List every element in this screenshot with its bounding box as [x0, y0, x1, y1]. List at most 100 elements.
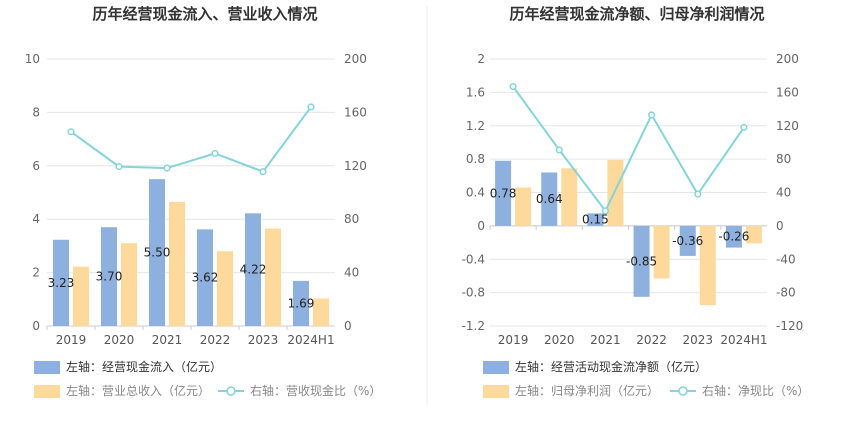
right-axis-tick-label: 0 — [776, 219, 784, 233]
chart-cash-inflow-revenue: 历年经营现金流入、营业收入情况 0 2 4 6 8 10 0 40 80 120 160 200 2019… — [25, 5, 381, 398]
x-axis-tick-label: 2020 — [104, 333, 135, 347]
bar-data-label: 3.62 — [192, 271, 219, 285]
x-axis-tick-label: 2021 — [590, 333, 621, 347]
ratio-point — [307, 103, 315, 111]
x-axis-tick-label: 2023 — [248, 333, 279, 347]
left-axis-tick-label: -0.4 — [462, 252, 485, 266]
legend-line-marker-dot — [226, 386, 236, 396]
chart-title: 历年经营现金流入、营业收入情况 — [92, 5, 317, 23]
x-axis-tick-label: 2024H1 — [287, 333, 334, 347]
right-axis-tick-label: 160 — [776, 85, 799, 99]
right-axis-tick-label: -120 — [776, 319, 803, 333]
bar-primary — [541, 172, 558, 226]
right-axis-tick-label: 80 — [344, 212, 359, 226]
bar-secondary — [313, 298, 329, 326]
bar-data-label: 3.70 — [96, 270, 123, 284]
ratio-point — [694, 190, 702, 198]
left-axis-tick-label: 8 — [32, 105, 40, 119]
legend-label: 左轴：经营现金流入（亿元） — [66, 359, 222, 374]
left-axis-tick-label: 0 — [32, 319, 40, 333]
legend-swatch — [483, 385, 509, 398]
x-axis-tick-label: 2023 — [682, 333, 713, 347]
bar-secondary — [607, 159, 624, 226]
ratio-point — [555, 146, 563, 154]
bar-primary — [245, 213, 261, 326]
x-axis-tick-label: 2024H1 — [720, 333, 767, 347]
right-axis-tick-label: 120 — [344, 159, 367, 173]
bar-data-label: 4.22 — [240, 263, 267, 277]
left-axis-tick-label: -0.8 — [462, 286, 485, 300]
bar-primary — [725, 225, 742, 248]
x-axis-tick-label: 2020 — [544, 333, 575, 347]
legend-swatch — [34, 361, 60, 374]
left-axis-tick-label: 0 — [477, 219, 485, 233]
bar-primary — [149, 179, 165, 326]
left-axis-tick-label: 2 — [32, 266, 40, 280]
right-axis-tick-label: 200 — [776, 52, 799, 66]
legend-label: 左轴：归母净利润（亿元） — [515, 383, 659, 398]
bar-secondary — [699, 225, 716, 306]
left-axis-tick-label: 1.2 — [466, 119, 485, 133]
ratio-point — [67, 128, 75, 136]
right-axis-tick-label: 120 — [776, 119, 799, 133]
bar-data-label: -0.85 — [626, 254, 657, 268]
right-axis-tick-label: 40 — [776, 186, 791, 200]
ratio-line — [70, 106, 312, 173]
ratio-point — [115, 163, 123, 171]
bar-data-label: -0.26 — [718, 230, 749, 244]
left-axis-tick-label: 10 — [25, 52, 40, 66]
x-axis-tick-label: 2019 — [498, 333, 529, 347]
left-axis-tick-label: 2 — [477, 52, 485, 66]
left-axis-tick-label: 0.4 — [466, 186, 485, 200]
bar-data-label: 0.78 — [490, 186, 517, 200]
bar-data-label: 1.69 — [288, 296, 315, 310]
x-axis-tick-label: 2021 — [152, 333, 183, 347]
bar-primary — [679, 225, 696, 256]
bar-primary — [293, 280, 309, 326]
bar-secondary — [561, 168, 578, 226]
bar-secondary — [265, 228, 281, 326]
x-axis-tick-label: 2019 — [56, 333, 87, 347]
legend-label: 左轴：经营活动现金流净额（亿元） — [515, 359, 707, 374]
legend-swatch — [483, 361, 509, 374]
bar-primary — [495, 160, 512, 226]
right-axis-tick-label: 80 — [776, 152, 791, 166]
bar-primary — [587, 213, 604, 226]
bar-secondary — [217, 251, 233, 326]
right-axis-tick-label: 40 — [344, 266, 359, 280]
legend-swatch — [34, 385, 60, 398]
bar-data-label: -0.36 — [672, 234, 703, 248]
right-axis-tick-label: -80 — [776, 286, 796, 300]
legend-label: 右轴：营收现金比（%） — [250, 383, 381, 398]
chart-title: 历年经营现金流净额、归母净利润情况 — [509, 5, 764, 23]
x-axis-tick-label: 2022 — [636, 333, 667, 347]
bar-secondary — [515, 187, 532, 226]
ratio-point — [163, 164, 171, 172]
bar-data-label: 0.64 — [536, 192, 563, 206]
ratio-point — [648, 111, 656, 119]
legend-line-marker-dot — [678, 386, 688, 396]
chart-net-cashflow-profit: 历年经营现金流净额、归母净利润情况 -1.2 -0.8 -0.4 0 0.4 0.8 1.2 1… — [462, 5, 809, 398]
ratio-point — [259, 168, 267, 176]
bar-secondary — [121, 243, 137, 326]
right-axis-tick-label: 0 — [344, 319, 352, 333]
ratio-point — [211, 149, 219, 157]
x-axis-tick-label: 2022 — [200, 333, 231, 347]
legend-label: 右轴：净现比（%） — [702, 383, 809, 398]
bar-data-label: 5.50 — [144, 246, 171, 260]
bar-primary — [101, 227, 117, 326]
bar-data-label: 0.15 — [582, 213, 609, 227]
bar-secondary — [653, 225, 670, 279]
ratio-line — [512, 85, 745, 213]
right-axis-tick-label: 200 — [344, 52, 367, 66]
left-axis-tick-label: 4 — [32, 212, 40, 226]
bar-primary — [197, 229, 213, 326]
bar-primary — [53, 239, 69, 326]
left-axis-tick-label: 6 — [32, 159, 40, 173]
bar-secondary — [745, 225, 762, 244]
legend-label: 左轴：营业总收入（亿元） — [66, 383, 210, 398]
left-axis-tick-label: 0.8 — [466, 152, 485, 166]
bar-primary — [633, 225, 650, 297]
bar-secondary — [73, 266, 89, 326]
